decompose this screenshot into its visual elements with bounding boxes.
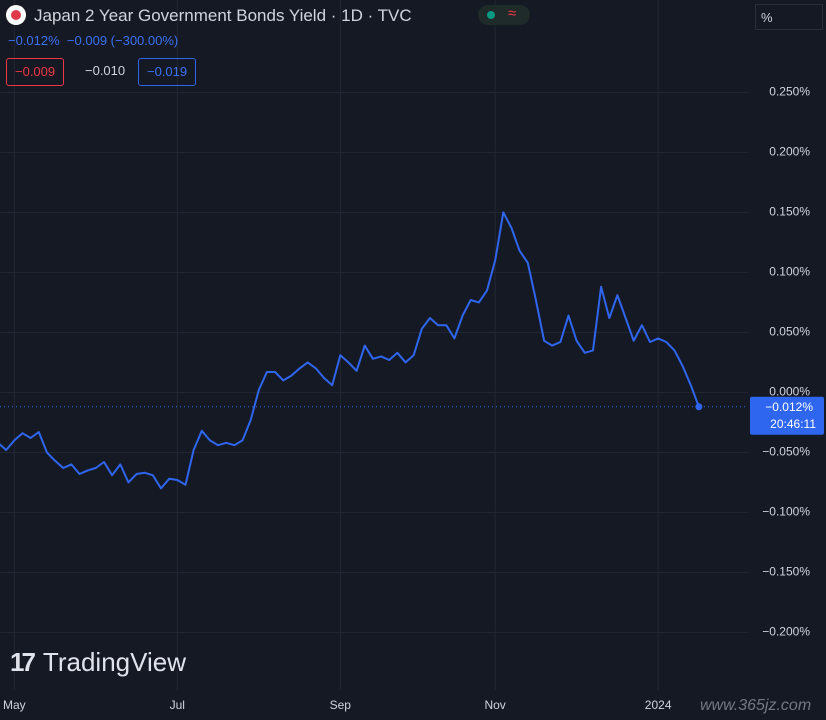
- y-tick-label: 0.100%: [769, 265, 810, 279]
- last-point: [695, 403, 703, 411]
- x-tick-label: Sep: [330, 698, 352, 712]
- y-tick-label: −0.100%: [762, 505, 810, 519]
- brand-name: TradingView: [42, 647, 186, 677]
- series-line: [0, 211, 700, 490]
- y-tick-label: −0.200%: [762, 625, 810, 639]
- brand: 17 TradingView: [10, 647, 186, 677]
- x-tick-label: Jul: [170, 698, 185, 712]
- legend-value: −0.009: [6, 58, 65, 86]
- status-pill: ≈: [478, 5, 530, 25]
- legend-value: −0.010: [85, 63, 126, 78]
- countdown: 20:46:11: [770, 417, 816, 431]
- last-value-label: −0.012%: [765, 400, 813, 414]
- flag-icon: [6, 5, 26, 25]
- y-tick-label: 0.250%: [769, 85, 810, 99]
- y-tick-label: 0.200%: [769, 145, 810, 159]
- last-value-tag: [750, 396, 824, 435]
- x-tick-label: 2024: [645, 698, 672, 712]
- legend-value: −0.019: [138, 58, 197, 86]
- change: −0.012%: [8, 33, 60, 48]
- x-tick-label: Nov: [484, 698, 505, 712]
- y-tick-label: 0.000%: [769, 385, 810, 399]
- chart-title: Japan 2 Year Government Bonds Yield · 1D…: [34, 6, 412, 25]
- x-tick-label: May: [3, 698, 26, 712]
- unit-box[interactable]: %: [755, 4, 823, 30]
- change-pct: (−300.00%): [110, 33, 179, 48]
- y-tick-label: −0.050%: [762, 445, 810, 459]
- change-row: −0.012% −0.009 (−300.00%): [8, 33, 178, 48]
- y-tick-label: 0.050%: [769, 325, 810, 339]
- y-tick-label: 0.150%: [769, 205, 810, 219]
- watermark: www.365jz.com: [700, 697, 812, 714]
- y-tick-label: −0.150%: [762, 565, 810, 579]
- change-abs: −0.009: [66, 33, 108, 48]
